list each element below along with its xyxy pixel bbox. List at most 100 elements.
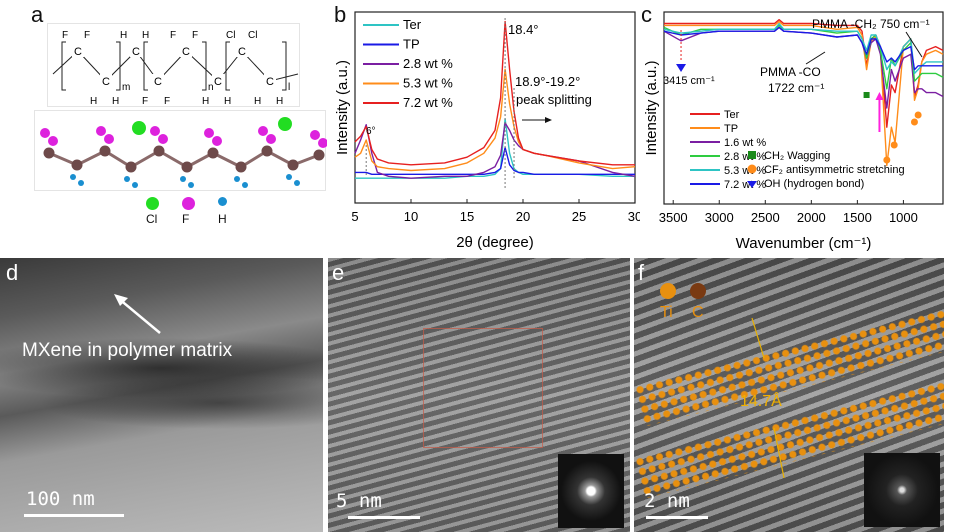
trend-arrow-head-icon [875,92,884,100]
bracket [143,41,148,91]
x-axis-label: Wavenumber (cm⁻¹) [736,235,872,252]
substituent: H [202,96,209,107]
legend-f-label: F [182,212,190,226]
hydrogen-atom [188,182,194,188]
plot-frame [663,11,944,205]
x-tick-label: 10 [404,209,418,224]
x-tick-label: 15 [460,209,474,224]
spacing-label: 14.7Å [740,393,782,410]
hrtem-image-e: e 5 nm [328,258,630,532]
ti-atom-icon [660,283,676,299]
bracket [282,41,287,91]
carbon-atom: C [154,76,162,88]
subscript: m [122,82,130,93]
marker-legend-label: CH₂ Wagging [764,150,830,162]
subscript: l [288,82,290,93]
carbon-atom [153,145,165,157]
chlorine-atom [278,117,292,131]
x-tick-label: 1500 [843,210,872,225]
hydrogen-atom [242,182,248,188]
fluorine-atom [310,130,320,140]
series-line-4 [663,22,943,75]
scale-bar-d [24,514,124,517]
x-tick-label: 20 [516,209,530,224]
hrtem-image-f: f Ti C 14.7Å 2 nm [634,258,944,532]
carbon-atom: C [214,76,222,88]
legend-cf2-icon [747,164,757,174]
legend-label: TP [403,37,420,52]
spacing-arrows [751,317,785,479]
selected-region-box [423,328,543,448]
legend-cl-ball-icon [146,197,159,210]
fluorine-atom [96,126,106,136]
substituent: H [224,96,231,107]
scale-label-f: 2 nm [644,490,690,512]
annotation-6deg: 6° [366,126,376,137]
fluorine-atom [40,128,50,138]
molecular-model [34,110,328,191]
annotation-pmma-co: PMMA -CO [760,65,821,79]
hydrogen-atom [180,176,186,182]
substituent: F [62,30,68,41]
fluorine-atom [204,128,214,138]
x-tick-label: 1000 [889,210,918,225]
substituent: H [254,96,261,107]
annotation-18-4: 18.4° [508,22,539,37]
hydrogen-atom [132,182,138,188]
scale-label-d: 100 nm [26,488,95,510]
carbon-atom [235,161,247,173]
backbone-bond [52,50,299,82]
fluorine-atom [48,136,58,146]
substituent: Cl [248,30,257,41]
legend-oh-icon [747,181,757,188]
carbon-atom [43,147,55,159]
carbon-atom: C [132,46,140,58]
x-tick-label: 2500 [751,210,780,225]
ti-legend-label: Ti [660,304,673,321]
x-tick-label: 2000 [797,210,826,225]
legend-label: Ter [403,17,422,32]
carbon-atom [207,147,219,159]
substituent: H [142,30,149,41]
cf2-marker-icon [910,118,918,126]
panel-label-b: b [334,2,347,27]
annotation-1722: 1722 cm⁻¹ [768,81,824,95]
cf2-marker-icon [883,156,891,164]
hydrogen-atom [78,180,84,186]
chlorine-atom [132,121,146,135]
carbon-atom: C [266,76,274,88]
arrow-icon [114,294,161,334]
legend-h-ball-icon [218,197,227,206]
fluorine-atom [318,138,328,148]
legend-label: 7.2 wt % [403,95,453,110]
substituent: F [84,30,90,41]
carbon-atom: C [74,46,82,58]
y-axis-label: Intensity (a.u.) [643,60,660,155]
carbon-atom: C [182,46,190,58]
carbon-bg [180,44,192,57]
legend-label: 5.3 wt % [403,76,453,91]
ch2-marker-icon [863,92,870,98]
fluorine-atom [212,136,222,146]
bracket [202,41,207,91]
scale-bar-f [646,516,708,519]
carbon-atom [313,149,325,161]
carbon-atom [181,161,193,173]
substituent: F [142,96,148,107]
carbon-atom: C [238,46,246,58]
carbon-bg [152,74,164,87]
series-line-1 [355,146,635,176]
x-tick-label: 3000 [705,210,734,225]
scale-bar-e [348,516,420,519]
fluorine-atom [258,126,268,136]
x-tick-label: 25 [572,209,586,224]
ftir-chart: 3500 3000 2500 2000 1500 1000 Wavenumber (cm⁻¹… [643,11,944,252]
legend-label: 2.8 wt % [403,56,453,71]
substituent: H [120,30,127,41]
carbon-bg [212,74,224,87]
carbon-bg [100,74,112,87]
plot-frame [354,11,636,204]
panel-label-e: e [332,260,345,285]
